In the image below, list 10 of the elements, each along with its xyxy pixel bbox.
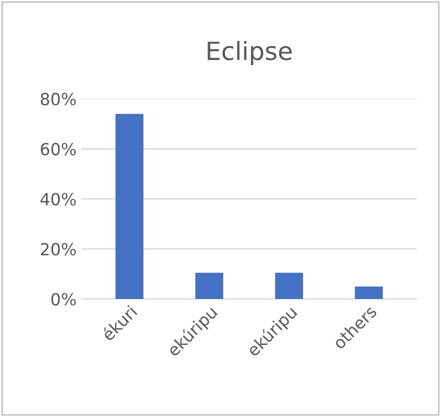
y-tick-label: 20% (40, 242, 76, 256)
y-tick-label: 40% (40, 192, 76, 206)
bar (275, 272, 304, 299)
bar (195, 272, 224, 299)
y-tick-label: 0% (51, 292, 76, 306)
y-tick-label: 80% (40, 92, 76, 106)
y-tick-label: 60% (40, 142, 76, 156)
chart-title: Eclipse (208, 40, 292, 66)
bar (354, 286, 383, 299)
bar (116, 114, 144, 299)
